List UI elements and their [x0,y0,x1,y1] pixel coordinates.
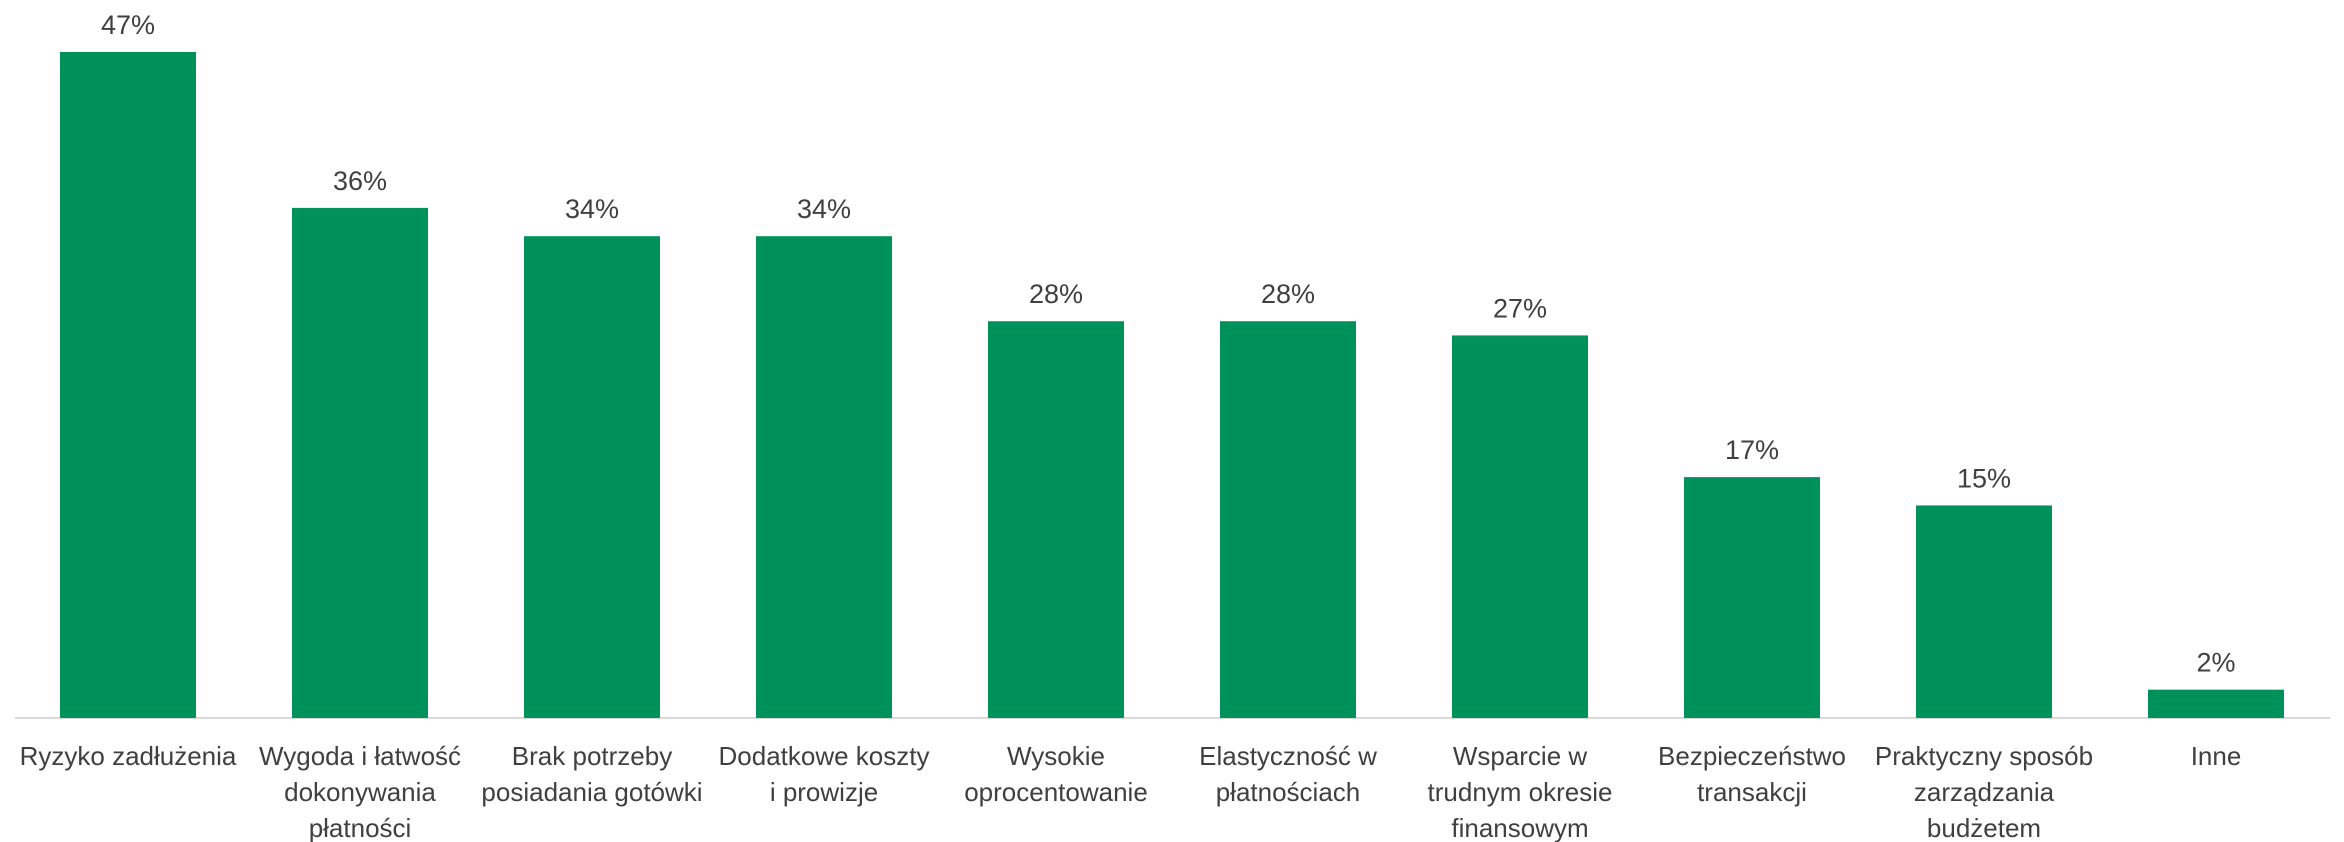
x-tick-label: Wygoda i łatwość dokonywania płatności [259,741,461,842]
x-tick-label: Ryzyko zadłużenia [20,741,237,771]
category-labels-group: Ryzyko zadłużenia Wygoda i łatwość dokonyw… [20,741,2242,842]
data-label: 47% [101,10,155,40]
bar [1452,335,1588,718]
bar [60,52,196,718]
x-tick-label-line: dokonywania [284,777,436,807]
bars-group [60,52,2284,718]
x-tick-label: Bezpieczeństwo transakcji [1658,741,1846,807]
x-tick-label-line: i prowizje [770,777,878,807]
value-labels-group: 47% 36% 34% 34% 28% 28% 27% 17% 15% 2% [101,10,2236,678]
x-tick-label: Praktyczny sposób zarządzania budżetem [1875,741,2093,842]
x-tick-label-line: Bezpieczeństwo [1658,741,1846,771]
x-tick-label: Wsparcie w trudnym okresie finansowym [1428,741,1613,842]
bar [988,321,1124,718]
x-tick-label-line: Ryzyko zadłużenia [20,741,237,771]
bar [756,236,892,718]
x-tick-label: Elastyczność w płatnościach [1199,741,1377,807]
data-label: 27% [1493,293,1547,323]
x-tick-label-line: posiadania gotówki [481,777,702,807]
x-tick-label-line: trudnym okresie [1428,777,1613,807]
data-label: 17% [1725,435,1779,465]
data-label: 28% [1261,279,1315,309]
x-tick-label-line: płatnościach [1216,777,1361,807]
x-tick-label-line: finansowym [1451,813,1588,842]
x-tick-label-line: Inne [2191,741,2242,771]
x-tick-label: Wysokie oprocentowanie [964,741,1148,807]
x-tick-label-line: Dodatkowe koszty [719,741,930,771]
x-tick-label-line: transakcji [1697,777,1807,807]
x-tick-label: Dodatkowe koszty i prowizje [719,741,930,807]
x-tick-label-line: Elastyczność w [1199,741,1377,771]
data-label: 2% [2196,648,2235,678]
bar [292,207,428,718]
bar [1916,505,2052,718]
bar [1220,321,1356,718]
x-tick-label-line: płatności [309,813,412,842]
x-tick-label-line: oprocentowanie [964,777,1148,807]
x-tick-label-line: budżetem [1927,813,2041,842]
x-tick-label: Inne [2191,741,2242,771]
x-tick-label: Brak potrzeby posiadania gotówki [481,741,702,807]
data-label: 36% [333,166,387,196]
data-label: 34% [565,194,619,224]
x-tick-label-line: Wysokie [1007,741,1105,771]
data-label: 34% [797,194,851,224]
x-tick-label-line: Praktyczny sposób [1875,741,2093,771]
data-label: 15% [1957,463,2011,493]
x-tick-label-line: zarządzania [1914,777,2055,807]
x-tick-label-line: Wsparcie w [1453,741,1588,771]
bar [2148,689,2284,718]
bar [1684,477,1820,718]
x-tick-label-line: Brak potrzeby [512,741,672,771]
data-label: 28% [1029,279,1083,309]
x-tick-label-line: Wygoda i łatwość [259,741,461,771]
bar [524,236,660,718]
